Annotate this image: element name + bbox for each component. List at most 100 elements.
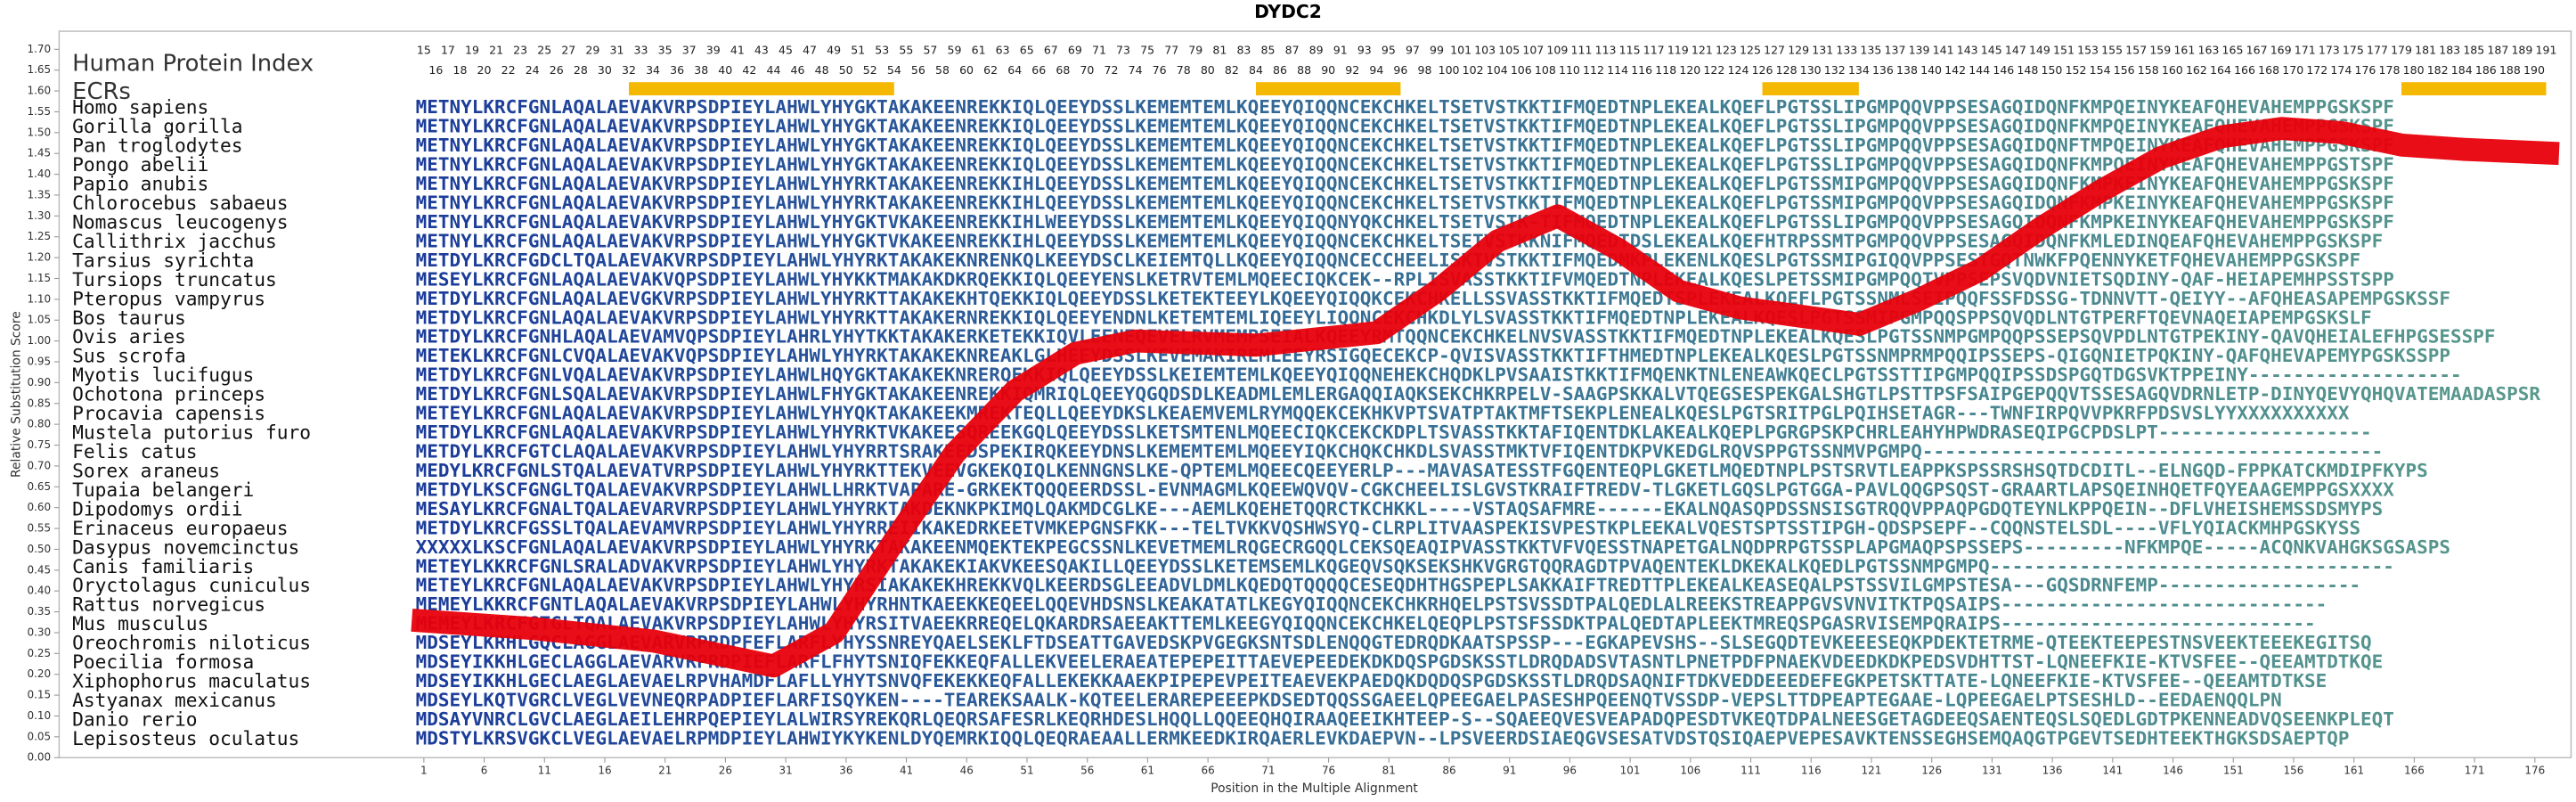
- sequence: METNYLKRCFGNLAQALAEVAKVRPSDPIEYLAHWLYHYG…: [416, 154, 2394, 176]
- ecr-bar: [1255, 82, 1401, 95]
- y-tick-label: 0.00: [28, 751, 52, 764]
- species-name: Bos taurus: [72, 307, 186, 329]
- ruler-label: 124: [1728, 63, 1749, 77]
- ruler-label: 46: [791, 63, 805, 77]
- ruler-label: 182: [2427, 63, 2449, 77]
- y-tick-label: 1.15: [28, 272, 52, 284]
- y-tick-label: 0.95: [28, 356, 52, 368]
- species-name: Dipodomys ordii: [72, 497, 242, 520]
- ruler-label: 180: [2403, 63, 2425, 77]
- ruler-label: 54: [887, 63, 901, 77]
- x-tick-label: 161: [2344, 764, 2364, 776]
- ruler-label: 50: [839, 63, 853, 77]
- ruler-label: 158: [2138, 63, 2159, 77]
- ruler-label: 45: [779, 44, 793, 57]
- ruler-label: 188: [2499, 63, 2521, 77]
- ruler-label: 141: [1933, 44, 1954, 57]
- ruler-label: 126: [1752, 63, 1773, 77]
- y-tick-label: 1.65: [28, 63, 52, 76]
- x-tick-label: 46: [960, 764, 974, 776]
- species-name: Pteropus vampyrus: [72, 287, 265, 309]
- y-tick-label: 0.75: [28, 438, 52, 451]
- ruler-label: 156: [2114, 63, 2135, 77]
- ruler-label: 112: [1583, 63, 1604, 77]
- ruler-label: 17: [441, 44, 455, 57]
- ruler-label: 153: [2077, 44, 2099, 57]
- y-tick-label: 0.65: [28, 480, 52, 493]
- ruler-label: 130: [1800, 63, 1822, 77]
- x-tick-label: 146: [2163, 764, 2183, 776]
- ruler-label: 159: [2149, 44, 2171, 57]
- ruler-label: 99: [1430, 44, 1444, 57]
- species-name: Procavia capensis: [72, 402, 265, 424]
- ruler-label: 178: [2379, 63, 2401, 77]
- ruler-label: 88: [1297, 63, 1311, 77]
- ruler-label: 148: [2017, 63, 2038, 77]
- ruler-label: 73: [1116, 44, 1130, 57]
- ruler-label: 157: [2125, 44, 2147, 57]
- ruler-label: 51: [851, 44, 865, 57]
- ruler-label: 121: [1692, 44, 1713, 57]
- x-tick-label: 41: [900, 764, 913, 776]
- ruler-label: 132: [1824, 63, 1846, 77]
- ruler-label: 177: [2367, 44, 2388, 57]
- sequence: MDSEYIKKHLGECLAGGLAEVARVRPRDPIEFLARFLFHY…: [416, 651, 2384, 673]
- ruler-label: 33: [634, 44, 648, 57]
- ruler-label: 24: [526, 63, 540, 77]
- ruler-label: 42: [742, 63, 756, 77]
- species-name: Sorex araneus: [72, 459, 220, 481]
- y-tick-label: 1.30: [28, 209, 52, 222]
- sequence: MEMEYLKKRCFGNTLAQALAEVAKVRPSDPIEYLAHWLYH…: [416, 593, 2327, 615]
- x-tick-label: 116: [1801, 764, 1822, 776]
- x-tick-label: 71: [1261, 764, 1275, 776]
- y-tick-label: 1.35: [28, 188, 52, 200]
- ruler-label: 63: [996, 44, 1010, 57]
- ruler-label: 181: [2415, 44, 2436, 57]
- sequence: METNYLKRCFGNLAQALAEVAKVRPSDPIEYLAHWLYHYG…: [416, 116, 2394, 137]
- ruler-label: 15: [417, 44, 431, 57]
- sequence: XXXXXLKSCFGNLAQALAEVAKVRPSDPIEYLAHWLYHYR…: [416, 536, 2450, 558]
- ruler-label: 138: [1896, 63, 1918, 77]
- ruler-label: 71: [1092, 44, 1106, 57]
- ruler-label: 101: [1450, 44, 1471, 57]
- x-tick-label: 81: [1382, 764, 1396, 776]
- ruler-label: 149: [2029, 44, 2050, 57]
- ruler-label: 161: [2173, 44, 2195, 57]
- x-tick-label: 6: [481, 764, 488, 776]
- ruler-label: 36: [670, 63, 684, 77]
- ruler-label: 170: [2282, 63, 2303, 77]
- sequence: MDSEYIKKHLGECLAEGLAEVAELRPVHAMDFLAFLLYHY…: [416, 670, 2327, 692]
- ruler-label: 167: [2246, 44, 2268, 57]
- ruler-label: 186: [2475, 63, 2497, 77]
- ruler-label: 107: [1522, 44, 1544, 57]
- ruler-label: 84: [1249, 63, 1263, 77]
- species-name: Ochotona princeps: [72, 383, 265, 405]
- sequence: MESEYLKRCFGNLAQALAEVAKVQPSDPIEYLAHWLYHYK…: [416, 268, 2394, 290]
- ruler-label: 120: [1679, 63, 1700, 77]
- ruler-label: 122: [1703, 63, 1724, 77]
- y-tick-label: 0.30: [28, 626, 52, 638]
- ruler-label: 56: [911, 63, 925, 77]
- sequence: METDYLKSCFGNGLTQALAEVAKVRPSDPIEYLAHWLLHR…: [416, 479, 2394, 500]
- ruler-label: 176: [2354, 63, 2376, 77]
- species-name: Poecilia formosa: [72, 651, 254, 673]
- ruler-label: 82: [1225, 63, 1239, 77]
- ruler-label: 53: [875, 44, 889, 57]
- ruler-label: 151: [2053, 44, 2075, 57]
- ruler-label: 127: [1764, 44, 1785, 57]
- ruler-label: 30: [598, 63, 612, 77]
- ruler-label: 152: [2066, 63, 2087, 77]
- sequence: MDSTYLKRSVGKCLVEGLAEVAELRPMDPIEYLAHWIYKY…: [416, 727, 2350, 749]
- ruler-label: 78: [1177, 63, 1191, 77]
- x-tick-label: 101: [1620, 764, 1641, 776]
- ruler-label: 81: [1212, 44, 1227, 57]
- ruler-label: 137: [1885, 44, 1906, 57]
- ruler-label: 175: [2343, 44, 2364, 57]
- ruler-label: 168: [2258, 63, 2279, 77]
- ruler-label: 89: [1309, 44, 1324, 57]
- substitution-curve: [411, 117, 2560, 678]
- x-tick-label: 111: [1740, 764, 1761, 776]
- ruler-label: 49: [827, 44, 841, 57]
- ruler-label: 191: [2536, 44, 2557, 57]
- y-tick-label: 0.20: [28, 667, 52, 680]
